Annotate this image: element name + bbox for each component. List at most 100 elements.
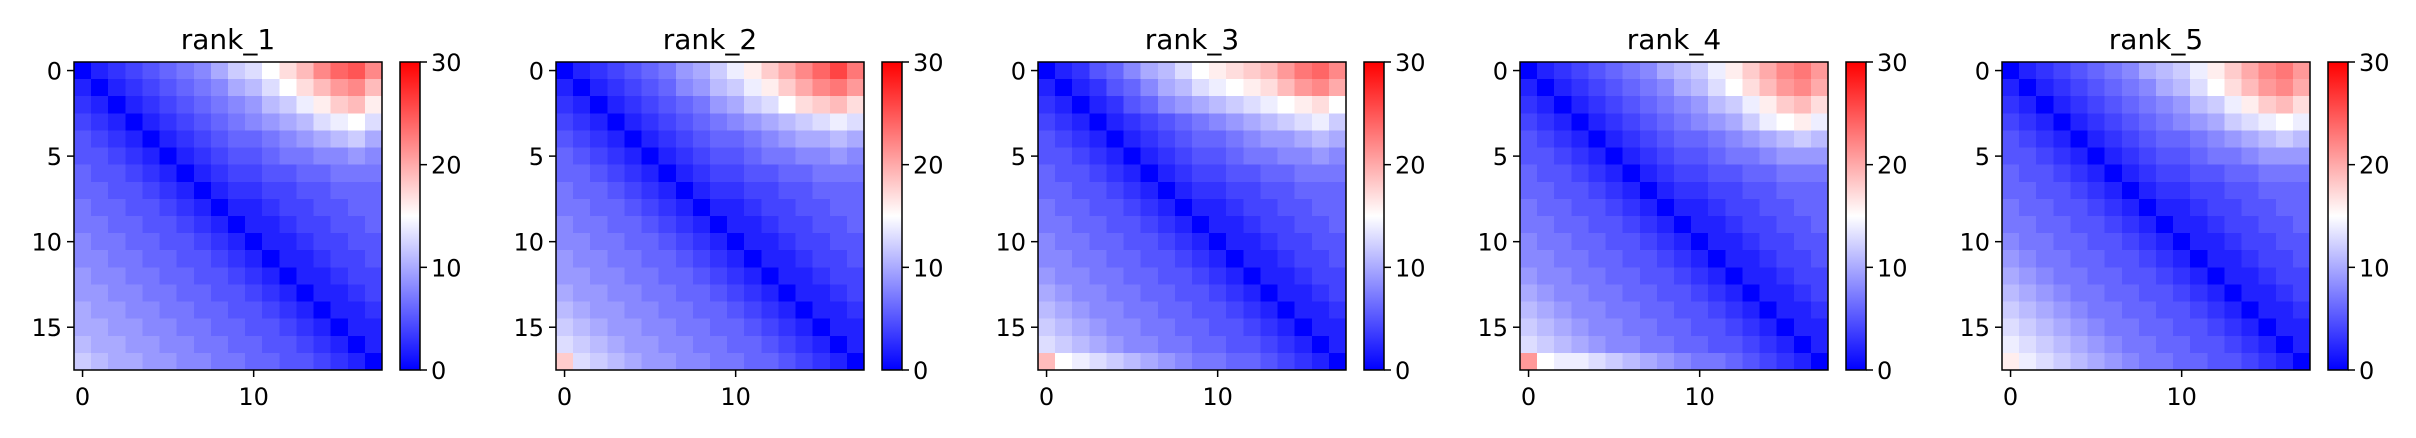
heatmap-cell (1311, 113, 1330, 132)
heatmap-cell (1776, 233, 1795, 251)
heatmap-cell (1810, 216, 1829, 234)
heatmap-cell (573, 62, 591, 80)
heatmap-cell (1328, 352, 1347, 371)
x-tick-label: 0 (75, 383, 90, 411)
heatmap-cell (607, 301, 626, 320)
heatmap-cell (91, 147, 109, 166)
heatmap-cell (1328, 233, 1347, 251)
heatmap-cell (1106, 181, 1125, 200)
heatmap-cell (846, 233, 865, 251)
heatmap-cell (1294, 181, 1313, 200)
heatmap-cell (2258, 130, 2277, 149)
heatmap-cell (159, 79, 178, 97)
heatmap-cell (1089, 233, 1108, 251)
heatmap-cell (1725, 301, 1744, 320)
heatmap-cell (658, 113, 677, 132)
heatmap-cell (245, 335, 263, 354)
heatmap-cell (1776, 250, 1795, 268)
heatmap-cell (727, 352, 745, 371)
heatmap-cell (1520, 164, 1538, 183)
heatmap-cell (313, 318, 332, 337)
heatmap-cell (1588, 250, 1607, 268)
heatmap-cell (778, 335, 797, 354)
heatmap-cell (1691, 96, 1709, 114)
heatmap-cell (1089, 164, 1108, 183)
heatmap-cell (744, 267, 762, 286)
heatmap-cell (1277, 96, 1296, 114)
heatmap-cell (761, 164, 780, 183)
heatmap-cell (607, 181, 626, 200)
heatmap-cell (2173, 62, 2191, 80)
heatmap-cell (1588, 79, 1607, 97)
heatmap-cell (778, 96, 797, 114)
heatmap-cell (1038, 147, 1056, 166)
heatmap-cell (313, 130, 332, 149)
heatmap-cell (1089, 147, 1108, 166)
heatmap-cell (1209, 130, 1227, 149)
heatmap-cell (1554, 96, 1572, 114)
heatmap-cell (607, 79, 626, 97)
heatmap-cell (1123, 164, 1142, 183)
heatmap-cell (812, 301, 831, 320)
heatmap-cell (1793, 267, 1812, 286)
heatmap-cell (1810, 267, 1829, 286)
heatmap-cell (1123, 79, 1142, 97)
heatmap-cell (1174, 352, 1193, 371)
heatmap-cell (1776, 198, 1795, 217)
heatmap-cell (228, 216, 246, 234)
heatmap-cell (2002, 318, 2020, 337)
heatmap-cell (607, 164, 626, 183)
heatmap-cell (296, 164, 315, 183)
heatmap-cell (1140, 198, 1159, 217)
heatmap-cell (1691, 113, 1709, 132)
heatmap-cell (330, 164, 349, 183)
heatmap-cell (1776, 267, 1795, 286)
heatmap-cell (1089, 352, 1108, 371)
heatmap-cell (1537, 318, 1555, 337)
heatmap-cell (176, 318, 195, 337)
heatmap-cell (1708, 250, 1726, 268)
heatmap-cell (2156, 79, 2174, 97)
heatmap-cell (658, 301, 677, 320)
heatmap-cell (675, 130, 694, 149)
heatmap-cell (1622, 96, 1641, 114)
heatmap-cell (245, 79, 263, 97)
heatmap-cell (1174, 267, 1193, 286)
heatmap-cell (296, 113, 315, 132)
heatmap-cell (710, 216, 728, 234)
heatmap-cell (2053, 284, 2072, 303)
heatmap-cell (2173, 284, 2191, 303)
heatmap-cell (2275, 233, 2294, 251)
heatmap-cell (1311, 62, 1330, 80)
heatmap-cell (2207, 164, 2226, 183)
heatmap-cell (710, 335, 728, 354)
heatmap-cell (330, 284, 349, 303)
heatmap-cell (1072, 113, 1090, 132)
heatmap-cell (1226, 250, 1244, 268)
heatmap-cell (1243, 233, 1262, 251)
heatmap-cell (2138, 267, 2157, 286)
heatmap-cell (692, 216, 711, 234)
heatmap-cell (795, 352, 814, 371)
heatmap-cell (2053, 352, 2072, 371)
heatmap-cell (210, 318, 229, 337)
heatmap-cell (364, 79, 383, 97)
heatmap-cell (573, 352, 591, 371)
heatmap-cell (228, 130, 246, 149)
heatmap-cell (2087, 318, 2106, 337)
heatmap-cell (556, 164, 574, 183)
y-tick-label: 5 (529, 143, 544, 171)
heatmap-cell (2258, 250, 2277, 268)
heatmap-cell (1089, 79, 1108, 97)
heatmap-cell (2002, 335, 2020, 354)
heatmap-cell (1639, 96, 1658, 114)
heatmap-cell (1571, 181, 1590, 200)
heatmap-cell (313, 267, 332, 286)
heatmap-cell (2207, 181, 2226, 200)
heatmap-cell (761, 147, 780, 166)
heatmap-cell (590, 113, 608, 132)
heatmap-cell (744, 250, 762, 268)
heatmap-cell (2224, 250, 2243, 268)
heatmap-cell (1725, 164, 1744, 183)
heatmap-cell (1622, 62, 1641, 80)
